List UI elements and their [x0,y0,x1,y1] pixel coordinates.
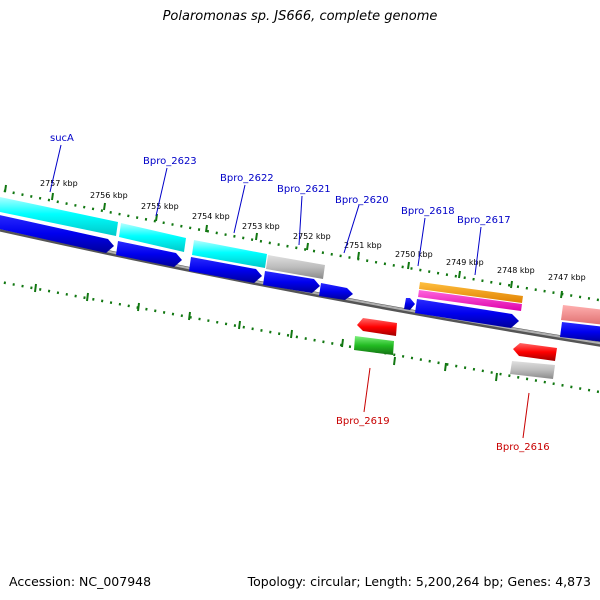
gene-sucA-cyan[interactable] [0,196,118,236]
topology-text: Topology: circular; Length: 5,200,264 bp… [247,574,591,589]
gene-bpro2619-green[interactable] [354,336,394,355]
scale-labels: 2757 kbp 2756 kbp 2755 kbp 2754 kbp 2753… [40,179,586,282]
gene-label-bpro2621[interactable]: Bpro_2621 [277,184,331,195]
gene-bpro2618-arrow[interactable] [404,298,415,310]
gene-labels: sucA Bpro_2623 Bpro_2622 Bpro_2621 Bpro_… [50,133,550,453]
scale-label-2751: 2751 kbp [344,241,382,250]
scale-label-2749: 2749 kbp [446,258,484,267]
gene-label-bpro2622[interactable]: Bpro_2622 [220,173,274,184]
map-title: Polaromonas sp. JS666, complete genome [162,9,438,24]
reverse-lane [354,318,557,379]
gene-bpro2617-arrow[interactable] [415,299,519,328]
gene-label-bpro2618[interactable]: Bpro_2618 [401,206,455,217]
gene-bpro2621-gray[interactable] [266,255,325,279]
gene-bpro2621-arrow[interactable] [263,271,320,293]
scale-label-2747: 2747 kbp [548,273,586,282]
gene-label-bpro2616[interactable]: Bpro_2616 [496,442,550,453]
label-leaders [49,144,530,439]
scale-label-2757: 2757 kbp [40,179,78,188]
accession-text: Accession: NC_007948 [9,574,152,589]
scale-label-2753: 2753 kbp [242,222,280,231]
scale-label-2750: 2750 kbp [395,250,433,259]
scale-label-2756: 2756 kbp [90,191,128,200]
scale-label-2755: 2755 kbp [141,202,179,211]
gene-bpro2618-orange[interactable] [419,282,523,303]
forward-outer-lane [0,196,600,325]
gene-label-bpro2623[interactable]: Bpro_2623 [143,156,197,167]
scale-label-2748: 2748 kbp [497,266,535,275]
gene-sucA-arrow[interactable] [0,214,114,253]
forward-extra-features [418,282,523,311]
forward-inner-lane [0,214,600,342]
gene-label-bpro2619[interactable]: Bpro_2619 [336,416,390,427]
scale-label-2754: 2754 kbp [192,212,230,221]
gene-bpro2616-red[interactable] [513,343,557,361]
gene-bpro2618-magenta[interactable] [418,290,522,311]
gene-bpro2622-arrow[interactable] [189,257,262,283]
gene-bpro2622-cyan[interactable] [192,240,267,268]
gene-bpro2620-arrow[interactable] [319,283,353,300]
gene-label-sucA[interactable]: sucA [50,133,74,144]
gene-pink-right[interactable] [561,305,600,325]
gene-bpro2623-cyan[interactable] [119,223,186,252]
gene-bpro2616-gray[interactable] [510,361,555,379]
gene-label-bpro2617[interactable]: Bpro_2617 [457,215,511,226]
gene-bpro2623-arrow[interactable] [116,241,182,267]
outer-major-ticks [4,184,563,299]
gene-label-bpro2620[interactable]: Bpro_2620 [335,195,389,206]
gene-blue-right[interactable] [560,322,600,342]
scale-label-2752: 2752 kbp [293,232,331,241]
gene-bpro2619-red[interactable] [357,318,397,336]
inner-major-ticks [34,283,498,382]
